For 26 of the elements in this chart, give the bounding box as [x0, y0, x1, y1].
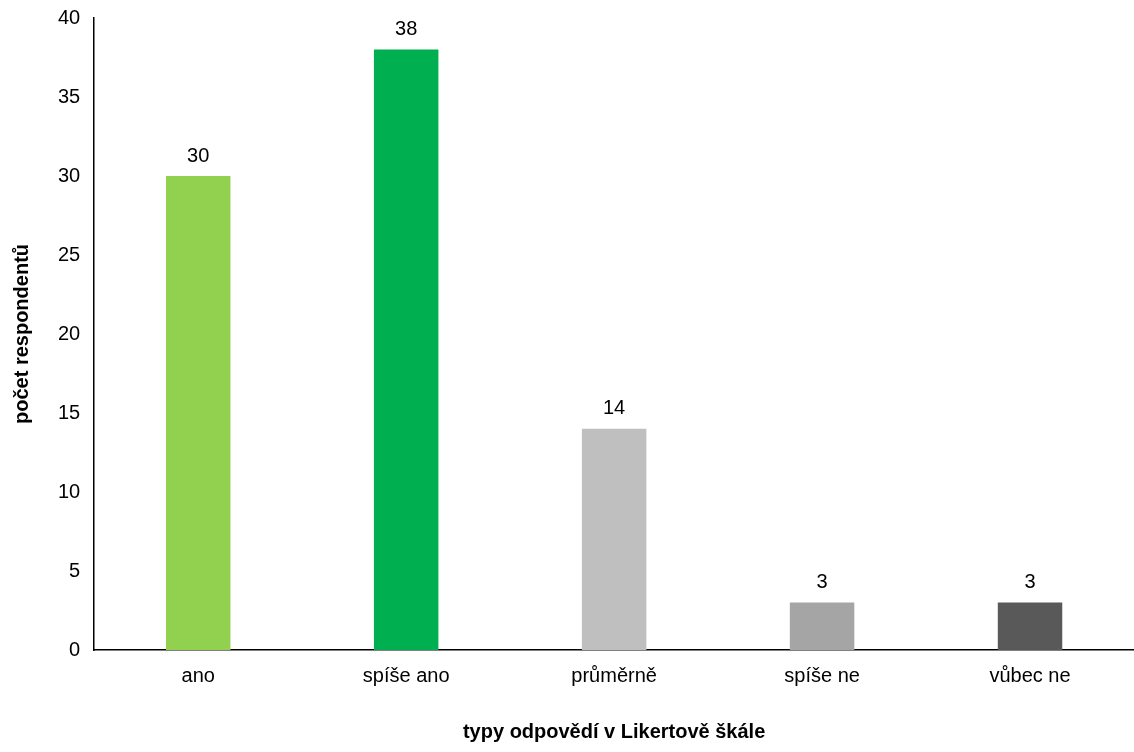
y-tick-label: 35	[58, 84, 81, 107]
y-tick-label: 25	[58, 242, 81, 265]
x-tick-label: spíše ne	[784, 663, 860, 686]
data-label: 3	[1024, 570, 1036, 593]
bar	[373, 49, 439, 650]
x-tick-label: spíše ano	[362, 663, 450, 686]
y-tick-label: 0	[69, 637, 81, 660]
data-label: 3	[816, 570, 828, 593]
data-label: 38	[395, 17, 418, 40]
data-label: 14	[603, 396, 626, 419]
bar	[789, 602, 855, 650]
y-tick-label: 5	[69, 558, 81, 581]
y-tick-label: 30	[58, 163, 81, 186]
bar	[581, 428, 647, 650]
y-tick-label: 15	[58, 400, 81, 423]
data-label: 30	[187, 143, 210, 166]
y-tick-label: 20	[58, 321, 81, 344]
y-tick-label: 40	[58, 5, 81, 28]
x-tick-label: průměrně	[571, 663, 657, 686]
x-tick-label: ano	[181, 663, 215, 686]
x-axis-title: typy odpovědí v Likertově škále	[462, 719, 766, 742]
x-tick-label: vůbec ne	[989, 663, 1071, 686]
y-tick-label: 10	[58, 479, 81, 502]
bar	[165, 176, 231, 650]
y-axis-title: počet respondentů	[9, 243, 32, 425]
bar	[997, 602, 1063, 650]
